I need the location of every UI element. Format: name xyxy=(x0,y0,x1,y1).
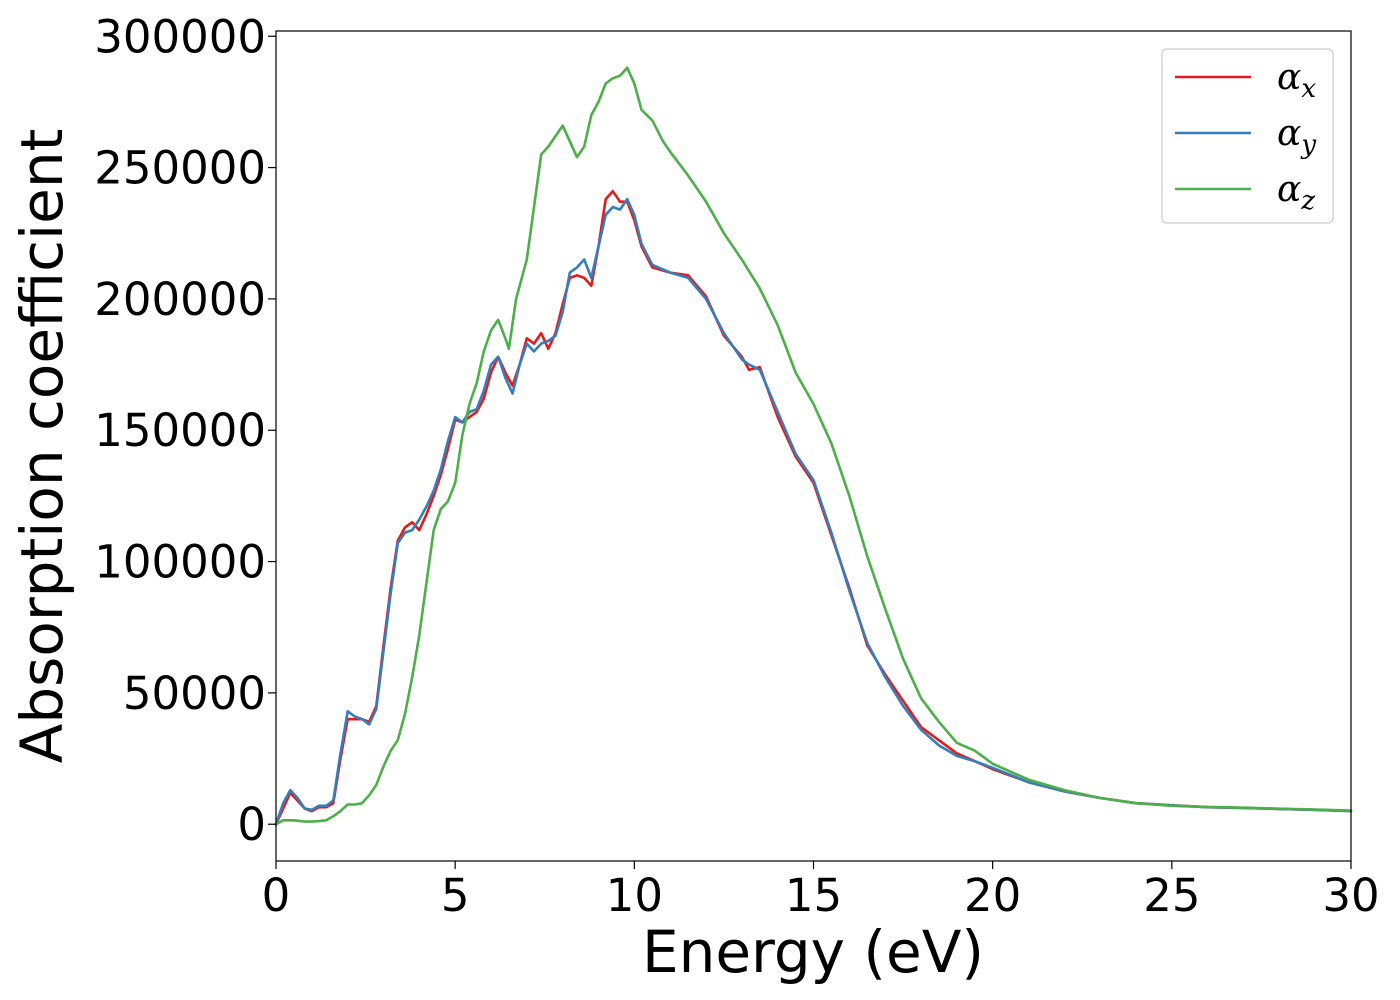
y-tick-label: 50000 xyxy=(123,667,266,720)
y-tick-label: 100000 xyxy=(94,536,266,589)
y-tick-label: 250000 xyxy=(94,142,266,195)
x-axis: 0 5 10 15 20 25 30 xyxy=(262,861,1380,922)
x-tick-label: 5 xyxy=(441,869,470,922)
y-axis: 0 50000 100000 150000 200000 250000 300000 xyxy=(94,10,276,851)
x-tick-label: 15 xyxy=(785,869,842,922)
y-axis-title: Absorption coefficient xyxy=(8,129,76,764)
x-tick-label: 20 xyxy=(964,869,1021,922)
series-line-y xyxy=(274,197,1353,826)
x-tick-label: 10 xyxy=(606,869,663,922)
y-tick-label: 200000 xyxy=(94,273,266,326)
legend-box xyxy=(1161,48,1334,224)
y-tick-label: 300000 xyxy=(94,10,266,63)
x-tick-label: 30 xyxy=(1322,869,1379,922)
legend-subscript: x xyxy=(1301,74,1316,104)
x-axis-title: Energy (eV) xyxy=(642,918,984,986)
x-tick-label: 25 xyxy=(1143,869,1200,922)
series-line-z xyxy=(274,66,1353,826)
y-tick-label: 150000 xyxy=(94,404,266,457)
x-tick-label: 0 xyxy=(262,869,291,922)
y-tick-label: 0 xyxy=(237,798,266,851)
series-layer xyxy=(274,66,1353,826)
legend-subscript: y xyxy=(1300,130,1316,160)
legend-subscript: z xyxy=(1300,186,1315,216)
